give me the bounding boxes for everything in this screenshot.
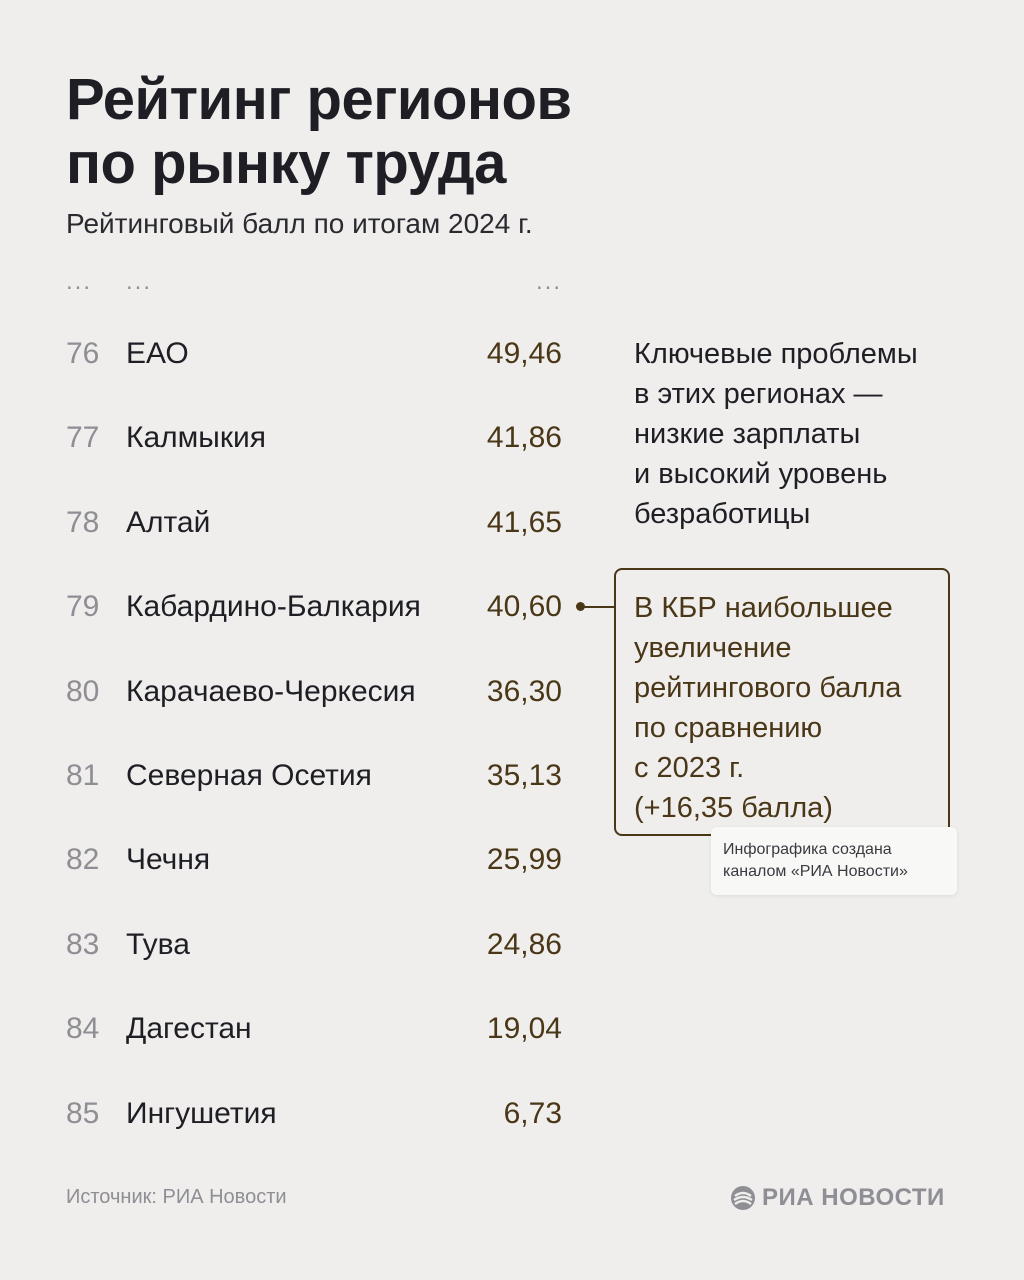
kbr-callout-box: В КБР наибольшее увеличение рейтингового… [614,568,950,836]
credit-badge: Инфографика создана каналом «РИА Новости… [711,827,957,895]
rank-cell: 78 [66,505,100,539]
score-cell: 49,46 [486,337,562,370]
score-cell: 35,13 [486,758,562,792]
region-cell: Северная Осетия [126,758,372,792]
ria-logo: РИА НОВОСТИ [730,1182,945,1214]
rank-cell: 83 [66,927,100,961]
rank-cell: 84 [66,1012,100,1046]
table-row: 81 Северная Осетия 35,13 [66,756,566,840]
ellipsis-score: ... [535,268,562,295]
credit-line-2: каналом «РИА Новости» [723,863,908,880]
callout-line: увеличение [634,632,792,664]
rank-cell: 76 [66,337,100,370]
table-row: 77 Калмыкия 41,86 [66,418,566,502]
score-cell: 19,04 [486,1012,562,1046]
region-cell: Алтай [126,505,211,539]
rank-cell: 77 [66,421,100,455]
note-line: низкие зарплаты [634,418,861,450]
rank-cell: 85 [66,1096,100,1130]
table-row: 85 Ингушетия 6,73 [66,1094,566,1178]
region-cell: ЕАО [126,337,189,370]
rank-cell: 79 [66,590,100,624]
table-row: 84 Дагестан 19,04 [66,1009,566,1093]
source-text: Источник: РИА Новости [66,1186,287,1208]
title-line-1: Рейтинг регионов [66,67,572,132]
ellipsis-region: ... [126,268,153,295]
ria-logo-icon [731,1186,755,1210]
ellipsis-row: ... ... ... [66,262,566,334]
table-row: 80 Карачаево-Черкесия 36,30 [66,672,566,756]
score-cell: 6,73 [503,1096,562,1130]
ranking-table: ... ... ... 76 ЕАО 49,46 77 Калмыкия 41,… [66,262,566,1178]
callout-connector-dot [576,602,585,611]
table-row: 82 Чечня 25,99 [66,840,566,924]
table-row: 83 Тува 24,86 [66,925,566,1009]
ellipsis-rank: ... [66,268,93,295]
region-cell: Тува [126,927,190,961]
callout-line: В КБР наибольшее [634,592,893,624]
callout-connector-line [578,606,616,608]
score-cell: 40,60 [486,590,562,624]
region-cell: Чечня [126,843,211,877]
score-cell: 41,86 [486,421,562,455]
table-row: 78 Алтай 41,65 [66,503,566,587]
region-cell: Ингушетия [126,1096,277,1130]
region-cell: Кабардино-Балкария [126,590,421,624]
region-cell: Карачаево-Черкесия [126,674,416,708]
score-cell: 41,65 [486,505,562,539]
note-line: в этих регионах — [634,378,883,410]
page-title: Рейтинг регионов по рынку труда [66,68,666,196]
region-cell: Дагестан [126,1012,252,1046]
score-cell: 36,30 [486,674,562,708]
note-line: Ключевые проблемы [634,338,918,370]
score-cell: 25,99 [486,843,562,877]
key-problems-note: Ключевые проблемы в этих регионах — низк… [634,334,974,534]
table-row: 76 ЕАО 49,46 [66,334,566,418]
score-cell: 24,86 [486,927,562,961]
note-line: и высокий уровень [634,458,888,490]
table-row: 79 Кабардино-Балкария 40,60 [66,587,566,671]
logo-text: РИА НОВОСТИ [762,1184,945,1211]
rank-cell: 81 [66,758,100,792]
title-line-2: по рынку труда [66,131,506,196]
callout-line: по сравнению [634,712,823,744]
callout-line: (+16,35 балла) [634,792,833,824]
rank-cell: 82 [66,843,100,877]
region-cell: Калмыкия [126,421,266,455]
rank-cell: 80 [66,674,100,708]
page-subtitle: Рейтинговый балл по итогам 2024 г. [66,208,533,239]
callout-line: рейтингового балла [634,672,902,704]
note-line: безработицы [634,498,811,530]
credit-line-1: Инфографика создана [723,841,892,858]
callout-line: с 2023 г. [634,752,745,784]
